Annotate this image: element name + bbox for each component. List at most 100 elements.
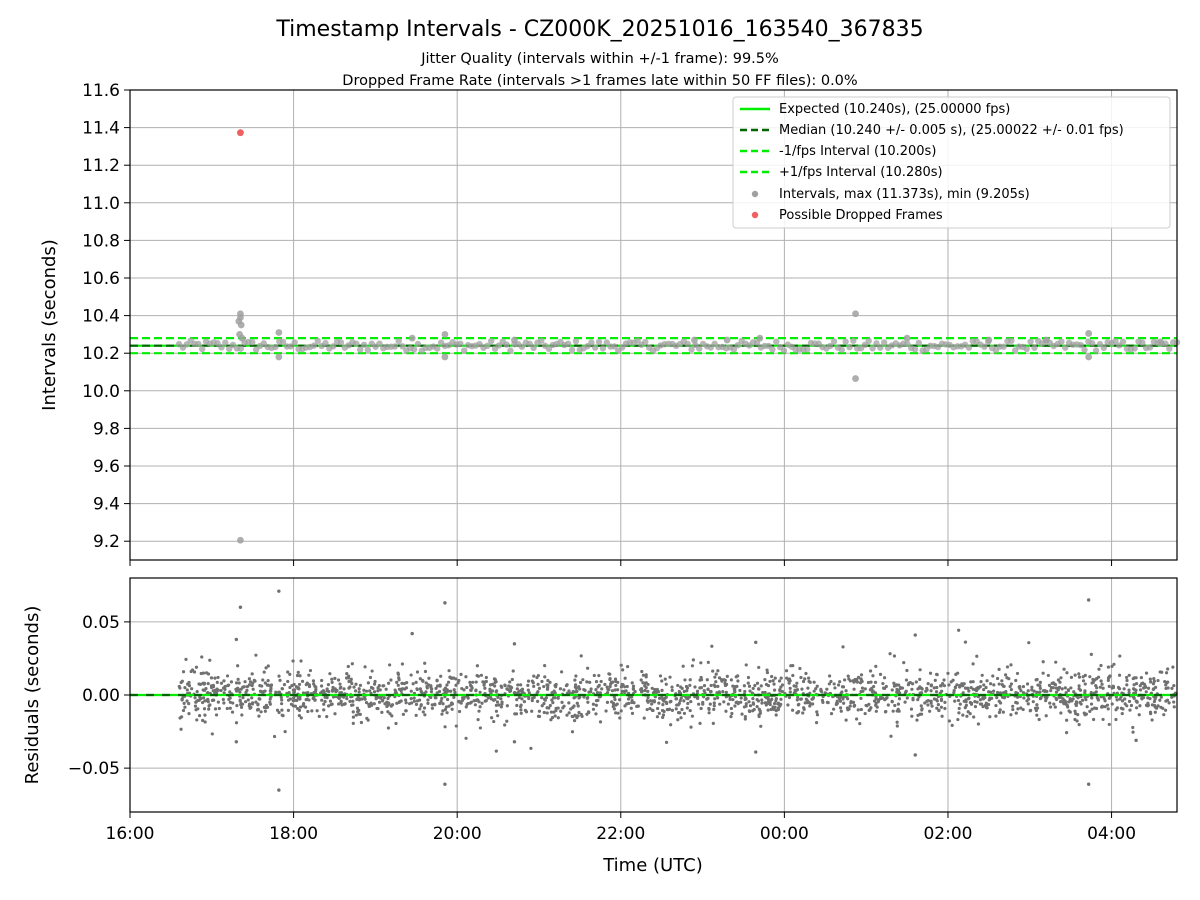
residual-point [735, 684, 739, 688]
residual-point [223, 687, 227, 692]
residual-point [209, 676, 214, 680]
interval-point [310, 342, 318, 349]
residual-point [707, 706, 711, 711]
residual-point [806, 699, 810, 703]
residual-point [404, 686, 409, 690]
residual-point [556, 696, 560, 700]
residual-point [457, 709, 462, 714]
residual-point [313, 698, 317, 702]
residual-point [832, 707, 836, 711]
residual-point [542, 702, 546, 706]
residual-point [358, 697, 363, 701]
residual-point [1120, 699, 1125, 703]
residual-point [688, 678, 692, 682]
interval-point [965, 344, 973, 351]
residual-point [240, 713, 244, 717]
residual-point [973, 700, 977, 704]
residual-point [940, 681, 945, 686]
residual-point [1116, 685, 1121, 690]
residual-point [443, 782, 447, 786]
residual-point [368, 689, 372, 693]
intervals-y-tick-label: 9.4 [93, 495, 120, 515]
residual-point [257, 714, 261, 718]
residual-point [577, 685, 581, 689]
residual-point [918, 677, 922, 681]
residual-point [979, 680, 983, 684]
residual-point [587, 690, 591, 694]
residual-point [515, 703, 519, 708]
residual-point [282, 683, 287, 687]
residual-point [459, 672, 463, 677]
residual-point [312, 682, 316, 686]
residual-point [985, 679, 989, 683]
residual-point [958, 683, 962, 688]
residual-point [1107, 696, 1111, 700]
residual-point [743, 715, 747, 719]
residual-point [744, 663, 748, 667]
interval-point [1027, 338, 1034, 345]
residual-point [1044, 714, 1048, 718]
residual-point [739, 696, 743, 700]
residual-point [709, 683, 713, 688]
interval-point [353, 340, 360, 347]
residual-point [1170, 695, 1174, 699]
residual-point [290, 684, 294, 688]
residual-point [298, 697, 302, 701]
residual-point [848, 704, 852, 708]
residual-point [181, 695, 185, 699]
residual-point [532, 684, 536, 688]
residual-point [773, 676, 777, 680]
residual-point [895, 724, 899, 728]
residual-point [356, 695, 360, 699]
residual-point [1154, 685, 1158, 689]
residual-point [190, 668, 195, 672]
residual-point [686, 701, 690, 706]
residual-point [327, 704, 331, 708]
residuals-x-ticks: 16:00 18:00 20:00 22:00 00:00 02:00 04:00 [106, 812, 1136, 844]
residual-point [386, 681, 391, 685]
residual-point [1122, 687, 1126, 691]
intervals-y-tick-label: 11.0 [82, 194, 120, 214]
residual-point [903, 700, 907, 704]
residual-point [724, 690, 728, 695]
residual-point [1090, 707, 1094, 711]
residual-point [933, 678, 937, 682]
residual-point [842, 701, 846, 705]
residual-point [646, 682, 650, 687]
residual-point [228, 690, 232, 694]
residual-point [1075, 701, 1079, 705]
residual-point [586, 666, 590, 670]
residual-point [859, 707, 863, 712]
residual-point [351, 721, 355, 725]
residual-point [358, 683, 363, 687]
residual-point [564, 684, 569, 688]
residual-point [746, 675, 751, 680]
residual-point [844, 718, 848, 722]
residual-point [957, 628, 961, 632]
residual-point [390, 714, 394, 718]
residual-point [364, 701, 369, 705]
residuals-y-tick-label: 0.05 [82, 613, 120, 633]
residual-point [490, 682, 495, 686]
residual-point [958, 702, 962, 706]
residual-point [966, 697, 971, 701]
residual-point [254, 653, 258, 657]
residual-point [690, 714, 695, 718]
intervals-y-tick-label: 10.0 [82, 382, 120, 402]
residual-point [712, 707, 716, 711]
interval-point [322, 339, 329, 347]
residual-point [1098, 685, 1103, 689]
residual-point [350, 662, 354, 666]
residual-point [200, 700, 205, 705]
residual-point [296, 706, 300, 711]
residual-point [1064, 731, 1069, 735]
residual-point [1110, 702, 1114, 706]
interval-point [1042, 336, 1050, 344]
residual-point [883, 698, 887, 702]
residual-point [621, 683, 625, 687]
residual-point [684, 684, 689, 689]
residual-point [178, 716, 182, 720]
residual-point [325, 689, 329, 693]
residual-point [363, 697, 367, 701]
residual-point [1156, 704, 1160, 708]
